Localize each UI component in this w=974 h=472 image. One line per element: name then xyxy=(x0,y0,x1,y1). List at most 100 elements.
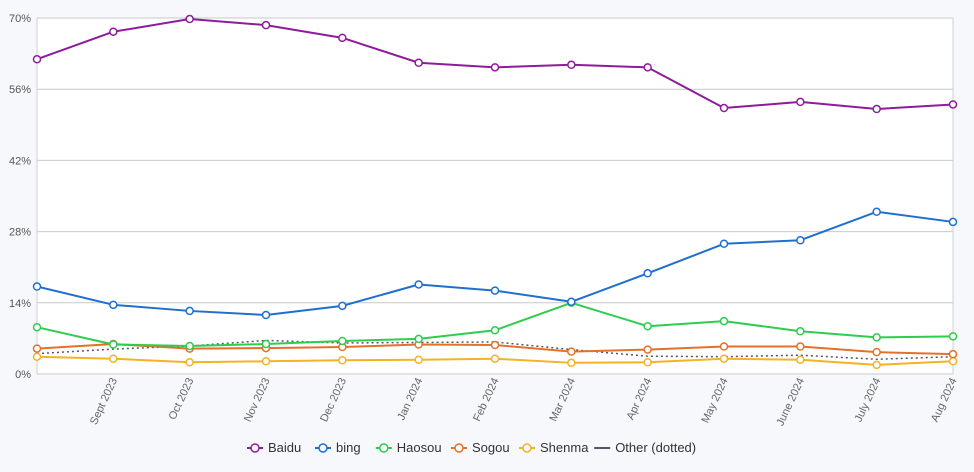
data-point-bing[interactable] xyxy=(872,207,881,217)
data-point-bing[interactable] xyxy=(414,280,423,289)
data-point-haosou[interactable] xyxy=(32,322,42,332)
legend-marker xyxy=(250,443,260,453)
series-baidu xyxy=(32,14,958,114)
data-point-haosou[interactable] xyxy=(261,339,271,349)
data-point-haosou[interactable] xyxy=(719,316,729,326)
legend-item-sogou[interactable]: Sogou xyxy=(451,440,510,455)
data-point-haosou[interactable] xyxy=(490,326,500,335)
data-point-sogou[interactable] xyxy=(490,340,500,350)
data-point-shenma[interactable] xyxy=(414,355,423,365)
x-axis-ticks: Sept 2023 Oct 2023 Nov 2023 Dec 2023 Jan 202… xyxy=(88,376,960,428)
data-point-shenma[interactable] xyxy=(109,354,118,363)
data-point-shenma[interactable] xyxy=(261,357,271,366)
legend-item-shenma[interactable]: Shenma xyxy=(519,440,589,455)
x-tick-label: Nov 2023 xyxy=(242,376,273,424)
data-point-shenma[interactable] xyxy=(338,356,347,365)
data-point-shenma[interactable] xyxy=(948,357,958,366)
data-point-sogou[interactable] xyxy=(719,342,729,351)
data-point-sogou[interactable] xyxy=(796,342,805,351)
data-point-baidu[interactable] xyxy=(872,104,881,114)
data-point-bing[interactable] xyxy=(32,282,42,291)
data-point-sogou[interactable] xyxy=(948,349,958,359)
data-point-bing[interactable] xyxy=(185,306,194,316)
data-point-bing[interactable] xyxy=(567,297,576,307)
data-point-baidu[interactable] xyxy=(185,14,194,24)
data-point-haosou[interactable] xyxy=(185,341,194,351)
series-bing xyxy=(32,207,958,320)
legend-item-haosou[interactable]: Haosou xyxy=(375,440,442,455)
data-point-baidu[interactable] xyxy=(643,63,652,72)
data-point-bing[interactable] xyxy=(261,310,271,320)
x-tick-label: Mar 2024 xyxy=(548,376,579,423)
legend-item-bing[interactable]: bing xyxy=(315,440,361,455)
data-point-baidu[interactable] xyxy=(261,20,271,30)
x-tick-label: July 2024 xyxy=(853,376,884,424)
data-point-bing[interactable] xyxy=(643,269,652,278)
series-haosou xyxy=(32,298,958,351)
data-point-baidu[interactable] xyxy=(719,103,729,113)
data-point-bing[interactable] xyxy=(948,217,958,227)
data-point-baidu[interactable] xyxy=(567,60,576,70)
data-point-bing[interactable] xyxy=(796,235,805,245)
legend-item-other-dotted[interactable]: Other (dotted) xyxy=(594,440,696,455)
x-tick-label: Oct 2023 xyxy=(167,376,197,422)
series-lines xyxy=(32,14,958,370)
data-point-baidu[interactable] xyxy=(414,58,423,68)
data-point-bing[interactable] xyxy=(719,239,729,249)
data-point-haosou[interactable] xyxy=(796,327,805,336)
legend-label: Shenma xyxy=(540,440,589,455)
data-point-baidu[interactable] xyxy=(32,54,42,64)
data-point-shenma[interactable] xyxy=(872,360,881,370)
data-point-shenma[interactable] xyxy=(796,355,805,365)
data-point-haosou[interactable] xyxy=(109,340,118,349)
data-point-shenma[interactable] xyxy=(643,358,652,367)
data-point-haosou[interactable] xyxy=(643,321,652,331)
legend-item-baidu[interactable]: Baidu xyxy=(247,440,301,455)
x-tick-label: Feb 2024 xyxy=(471,376,502,423)
series-shenma xyxy=(32,352,958,370)
y-tick-label: 56% xyxy=(9,84,31,96)
data-point-bing[interactable] xyxy=(490,286,500,295)
data-point-shenma[interactable] xyxy=(567,358,576,368)
data-point-haosou[interactable] xyxy=(338,336,347,346)
data-point-sogou[interactable] xyxy=(872,347,881,357)
x-tick-label: Aug 2024 xyxy=(929,376,960,424)
data-point-sogou[interactable] xyxy=(643,345,652,354)
data-point-haosou[interactable] xyxy=(872,333,881,342)
data-point-baidu[interactable] xyxy=(948,100,958,109)
y-tick-label: 0% xyxy=(15,369,31,381)
data-point-haosou[interactable] xyxy=(948,332,958,341)
legend-label: Haosou xyxy=(397,440,442,455)
data-point-bing[interactable] xyxy=(109,300,118,310)
data-point-shenma[interactable] xyxy=(490,354,500,363)
legend-marker xyxy=(522,443,532,453)
data-point-shenma[interactable] xyxy=(185,358,194,367)
data-point-baidu[interactable] xyxy=(796,97,805,107)
x-tick-label: Jan 2024 xyxy=(395,376,425,422)
y-tick-label: 28% xyxy=(9,227,31,239)
data-point-shenma[interactable] xyxy=(32,352,42,361)
legend-label: Baidu xyxy=(268,440,301,455)
y-tick-label: 42% xyxy=(9,155,31,167)
data-point-shenma[interactable] xyxy=(719,354,729,363)
legend-label: Other (dotted) xyxy=(615,440,696,455)
y-axis-ticks: 0% 14% 28% 42% 56% 70% xyxy=(9,13,31,381)
data-point-baidu[interactable] xyxy=(490,63,500,72)
legend-marker xyxy=(454,443,464,453)
x-tick-label: Sept 2023 xyxy=(88,376,120,427)
data-point-baidu[interactable] xyxy=(109,27,118,36)
x-tick-label: June 2024 xyxy=(774,376,807,428)
grid-lines xyxy=(36,17,954,375)
legend-marker xyxy=(318,443,328,453)
legend: Baidu bing Haosou Sogou Shenma Other (dotted) xyxy=(247,440,696,455)
x-tick-label: Dec 2023 xyxy=(318,376,349,424)
data-point-sogou[interactable] xyxy=(32,344,42,353)
data-point-haosou[interactable] xyxy=(414,334,423,344)
data-point-bing[interactable] xyxy=(338,301,347,311)
legend-label: Sogou xyxy=(472,440,510,455)
data-point-baidu[interactable] xyxy=(338,33,347,43)
y-tick-label: 70% xyxy=(9,13,31,25)
data-point-sogou[interactable] xyxy=(567,347,576,356)
